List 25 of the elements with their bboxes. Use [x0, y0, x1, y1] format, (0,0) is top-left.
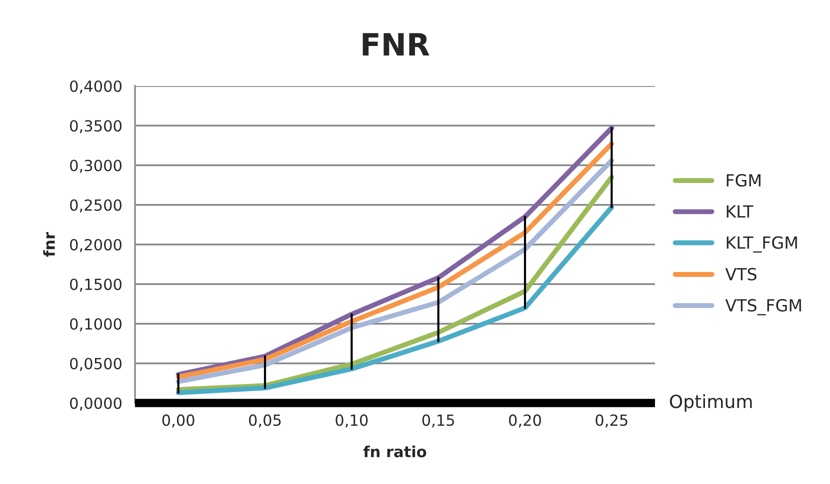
y-tick-label: 0,1000 — [70, 318, 122, 332]
y-tick-label: 0,2500 — [70, 199, 122, 212]
y-tick-label: 0,3000 — [70, 160, 122, 173]
y-tick-label: 0,1500 — [70, 278, 122, 292]
y-tick-label: 0,0000 — [70, 397, 122, 411]
x-tick-label: 0,20 — [509, 414, 541, 428]
text: Optimum — [670, 394, 752, 412]
legend-label: KLT_FGM — [726, 236, 797, 253]
y-tick-label: 0,2000 — [70, 238, 122, 252]
chart-title: FNR — [362, 33, 430, 56]
y-tick-label: 0,3500 — [70, 120, 122, 134]
x-tick-label: 0,15 — [422, 414, 454, 428]
x-tick-label: 0,00 — [162, 414, 194, 428]
legend-label: KLT — [726, 205, 754, 218]
x-tick-label: 0,10 — [336, 414, 368, 428]
y-tick-label: 0,0500 — [70, 358, 122, 371]
x-tick-label: 0,25 — [596, 414, 628, 428]
legend-label: VTS_FGM — [725, 298, 801, 316]
legend-label: VTS — [725, 268, 756, 280]
legend-label: FGM — [726, 174, 760, 187]
x-axis-title: fn ratio — [363, 446, 426, 458]
line-series — [176, 204, 614, 396]
x-tick-label: 0,05 — [249, 414, 281, 428]
y-axis-title: fnr — [43, 232, 55, 257]
y-tick-label: 0,4000 — [70, 80, 122, 94]
